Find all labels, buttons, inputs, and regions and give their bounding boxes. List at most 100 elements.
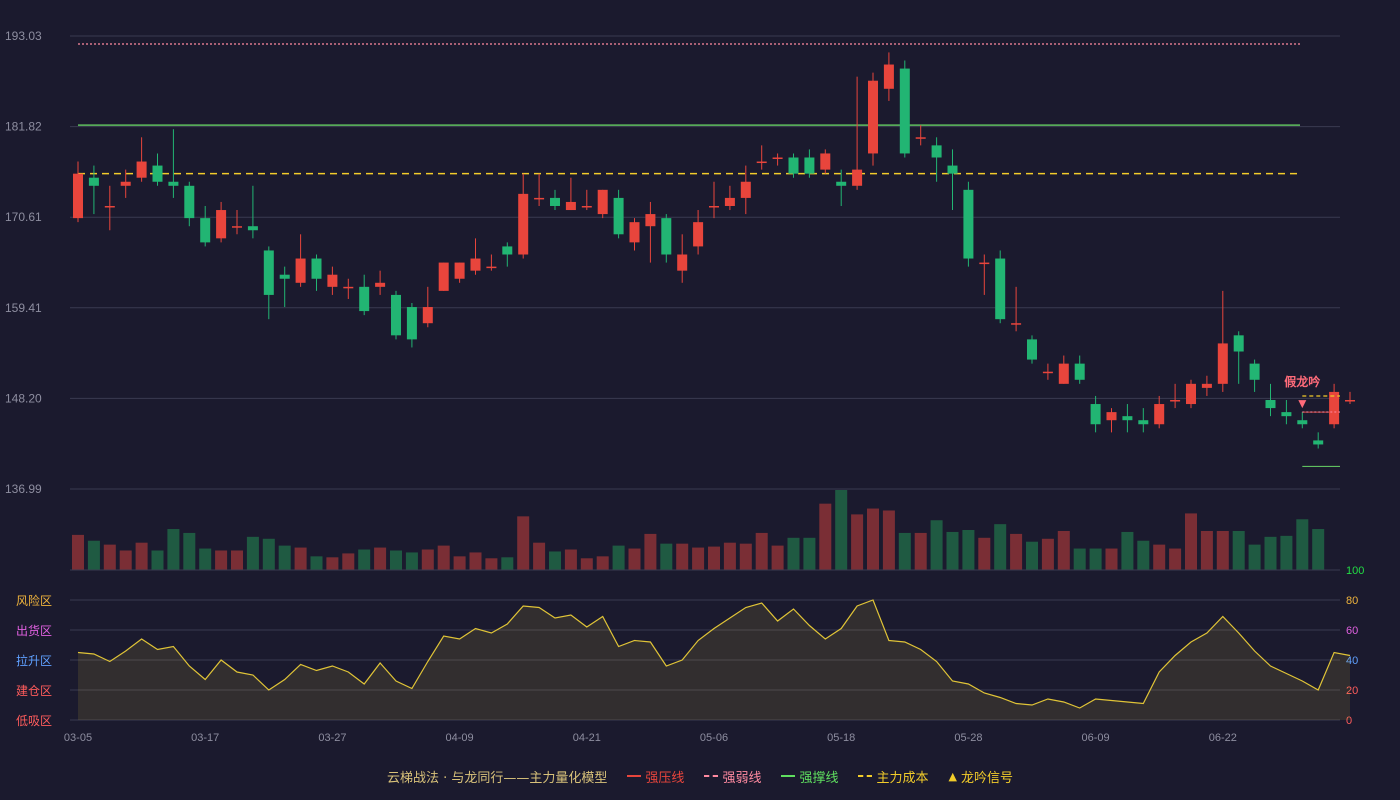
volume-bar [199, 548, 212, 570]
legend-item-weak[interactable]: 强弱线 [704, 767, 761, 786]
candle-body [295, 258, 306, 283]
candle-body [581, 205, 592, 208]
candle-body [1201, 383, 1212, 388]
volume-bar [1280, 535, 1293, 570]
candle-body [724, 197, 735, 206]
candle-body [1011, 323, 1022, 325]
candle-body [661, 218, 672, 255]
signal-label: 假龙吟 [1284, 374, 1320, 389]
volume-bar [612, 545, 625, 570]
candle-body [899, 68, 910, 154]
candle-body [486, 266, 497, 269]
candle-body [1042, 371, 1053, 374]
legend-item-resistance[interactable]: 强压线 [627, 767, 684, 786]
volume-bar [771, 545, 784, 570]
candle-body [1106, 412, 1117, 421]
candle-body [1281, 412, 1292, 417]
volume-bar [819, 503, 832, 570]
volume-bar [882, 510, 895, 570]
volume-bar [803, 537, 816, 570]
candle-body [565, 201, 576, 211]
volume-bar [723, 542, 736, 570]
candle-body [359, 286, 370, 312]
volume-bar [1312, 529, 1325, 570]
volume-bar [119, 550, 132, 570]
volume-bar [453, 556, 466, 570]
candle-body [852, 169, 863, 186]
candle-body [915, 137, 926, 139]
volume-bar [1121, 531, 1134, 570]
candle-body [406, 307, 417, 340]
volume-bar [692, 547, 705, 570]
candle-body [1297, 420, 1308, 425]
candle-body [820, 153, 831, 170]
candle-body [1186, 383, 1196, 405]
candle-body [963, 189, 974, 259]
candle-body [168, 181, 179, 186]
volume-bar [851, 514, 864, 570]
volume-bar [72, 534, 84, 570]
oscillator-tick-label: 100 [1346, 565, 1364, 577]
volume-bar [1026, 541, 1038, 570]
candle-body [534, 197, 545, 200]
candle-body [1027, 339, 1037, 360]
candle-body [232, 226, 242, 228]
volume-bar [835, 490, 848, 570]
candle-body [931, 145, 942, 158]
legend-item-signal[interactable]: ▲ 龙吟信号 [948, 769, 1013, 786]
candle-body [740, 181, 751, 198]
volume-bar [517, 516, 530, 570]
legend-item-support[interactable]: 强撑线 [781, 767, 838, 786]
oscillator-tick-label: 0 [1346, 715, 1352, 727]
candle-body [375, 282, 386, 287]
oscillator-line [77, 599, 1351, 709]
candle-body [454, 262, 465, 279]
candle-body [1233, 335, 1244, 352]
volume-bar [644, 533, 657, 570]
legend-item-cost[interactable]: 主力成本 [858, 767, 928, 786]
candle-body [709, 205, 719, 208]
x-tick-label: 05-06 [700, 732, 728, 744]
volume-bar [962, 530, 975, 570]
volume-bar [294, 547, 307, 570]
price-tick-label: 170.61 [5, 210, 42, 224]
volume-bar [867, 508, 879, 570]
volume-bar [946, 531, 959, 570]
volume-bar [262, 538, 275, 570]
candle-body [438, 262, 449, 291]
candle-body [88, 177, 99, 186]
volume-bar [628, 548, 641, 570]
oscillator-tick-label: 80 [1346, 595, 1358, 607]
candle-body [995, 258, 1006, 320]
candle-body [645, 214, 656, 227]
volume-bar [390, 550, 402, 570]
volume-bar [1010, 533, 1023, 570]
oscillator-tick-label: 60 [1346, 625, 1358, 637]
oscillator-tick-label: 20 [1346, 685, 1358, 697]
candle-body [1345, 400, 1355, 402]
candle-body [343, 286, 354, 289]
x-tick-label: 04-21 [573, 732, 601, 744]
triangle-icon: ▲ [948, 769, 957, 783]
x-tick-label: 03-05 [64, 732, 92, 744]
oscillator-zone-label: 低吸区 [16, 714, 52, 728]
volume-bar [596, 556, 609, 570]
volume-bar [1232, 530, 1245, 570]
volume-bar [326, 557, 339, 570]
candle-body [1249, 363, 1260, 380]
candle-body [947, 165, 958, 174]
candle-body [1074, 363, 1085, 380]
candle-body [1058, 363, 1069, 384]
volume-bar [549, 551, 561, 570]
volume-bar [342, 553, 355, 570]
volume-bar [405, 552, 418, 570]
candle-body [868, 80, 878, 154]
legend-title: 云梯战法 · 与龙同行——主力量化模型 [387, 770, 608, 786]
candle-body [152, 165, 163, 182]
candle-body [1313, 440, 1324, 445]
x-tick-label: 04-09 [446, 732, 474, 744]
candle-body [104, 205, 115, 208]
oscillator-tick-label: 40 [1346, 655, 1358, 667]
volume-bar [87, 540, 100, 570]
volume-bar [1041, 538, 1054, 570]
